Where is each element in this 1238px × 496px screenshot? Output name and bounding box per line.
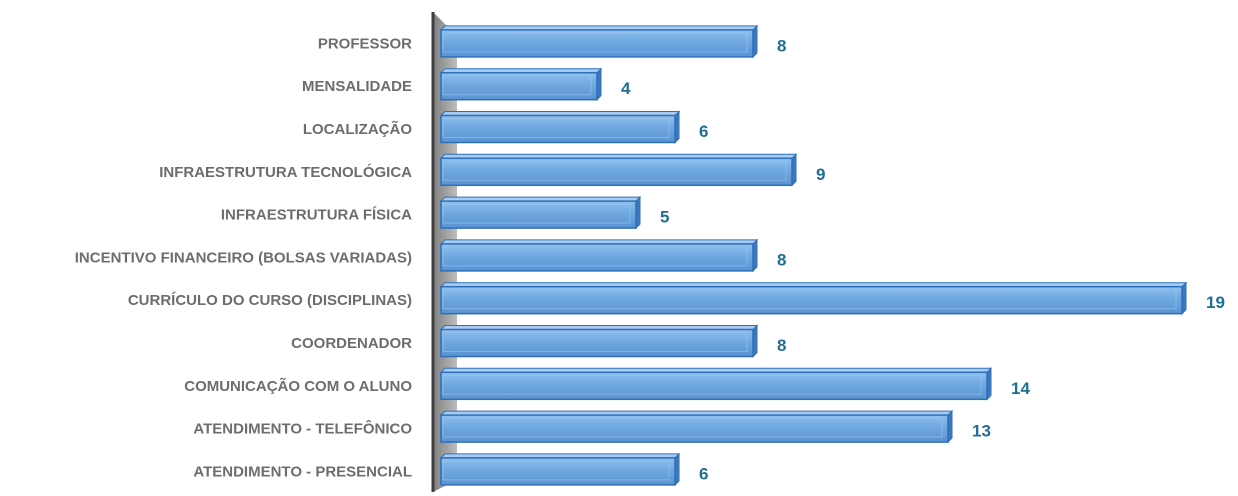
bar-highlight xyxy=(442,460,670,481)
data-label: 8 xyxy=(777,336,786,355)
data-label: 5 xyxy=(660,208,669,227)
data-label: 8 xyxy=(777,250,786,269)
bar-highlight xyxy=(442,160,787,181)
bars-group xyxy=(439,24,1188,487)
category-label: ATENDIMENTO - PRESENCIAL xyxy=(193,463,412,480)
bar-highlight xyxy=(442,203,631,224)
data-label: 13 xyxy=(972,422,991,441)
category-label: LOCALIZAÇÃO xyxy=(303,120,412,138)
bar-face xyxy=(440,157,793,187)
category-label: CURRÍCULO DO CURSO (DISCIPLINAS) xyxy=(128,292,412,309)
data-label: 4 xyxy=(621,79,631,98)
bar xyxy=(439,24,759,59)
bar xyxy=(439,367,993,401)
bar xyxy=(439,238,759,273)
bar-face xyxy=(440,29,754,58)
data-label: 6 xyxy=(699,122,708,141)
bar xyxy=(439,110,681,144)
bar-face xyxy=(440,371,988,401)
bar-face xyxy=(440,285,1183,315)
bar-highlight xyxy=(442,332,748,352)
bar-face xyxy=(440,71,598,101)
bar xyxy=(439,409,954,444)
bar-face xyxy=(440,114,676,144)
bar xyxy=(439,153,798,187)
bar-highlight xyxy=(442,32,748,53)
value-labels: 8 4 6 9 5 8 19 8 14 13 6 xyxy=(621,36,1225,483)
bar xyxy=(439,67,603,101)
bar xyxy=(439,452,681,487)
category-label: PROFESSOR xyxy=(318,35,412,52)
bar-face xyxy=(440,414,949,443)
data-label: 9 xyxy=(816,165,825,184)
bar-highlight xyxy=(442,374,982,395)
bar-face xyxy=(440,200,637,229)
category-label: INCENTIVO FINANCEIRO (BOLSAS VARIADAS) xyxy=(75,249,412,266)
bar-highlight xyxy=(442,75,592,96)
data-label: 8 xyxy=(777,36,786,55)
category-labels: PROFESSOR MENSALIDADE LOCALIZAÇÃO INFRAESTR… xyxy=(75,35,413,480)
data-label: 6 xyxy=(699,464,708,483)
bar-highlight xyxy=(442,246,748,267)
bar-highlight xyxy=(442,289,1177,310)
category-label: COORDENADOR xyxy=(291,335,412,352)
bar-highlight xyxy=(442,118,670,138)
category-label: MENSALIDADE xyxy=(302,78,412,95)
data-label: 14 xyxy=(1011,379,1030,398)
bar xyxy=(439,281,1188,315)
category-label: INFRAESTRUTURA FÍSICA xyxy=(221,207,412,224)
bar-face xyxy=(440,243,754,272)
data-label: 19 xyxy=(1206,293,1225,312)
bar xyxy=(439,195,642,230)
category-label: ATENDIMENTO - TELEFÔNICO xyxy=(193,420,412,438)
bar-face xyxy=(440,457,676,486)
bar-face xyxy=(440,328,754,358)
bar xyxy=(439,324,759,358)
category-label: INFRAESTRUTURA TECNOLÓGICA xyxy=(159,163,412,181)
category-label: COMUNICAÇÃO COM O ALUNO xyxy=(184,377,412,395)
bar-highlight xyxy=(442,417,943,438)
